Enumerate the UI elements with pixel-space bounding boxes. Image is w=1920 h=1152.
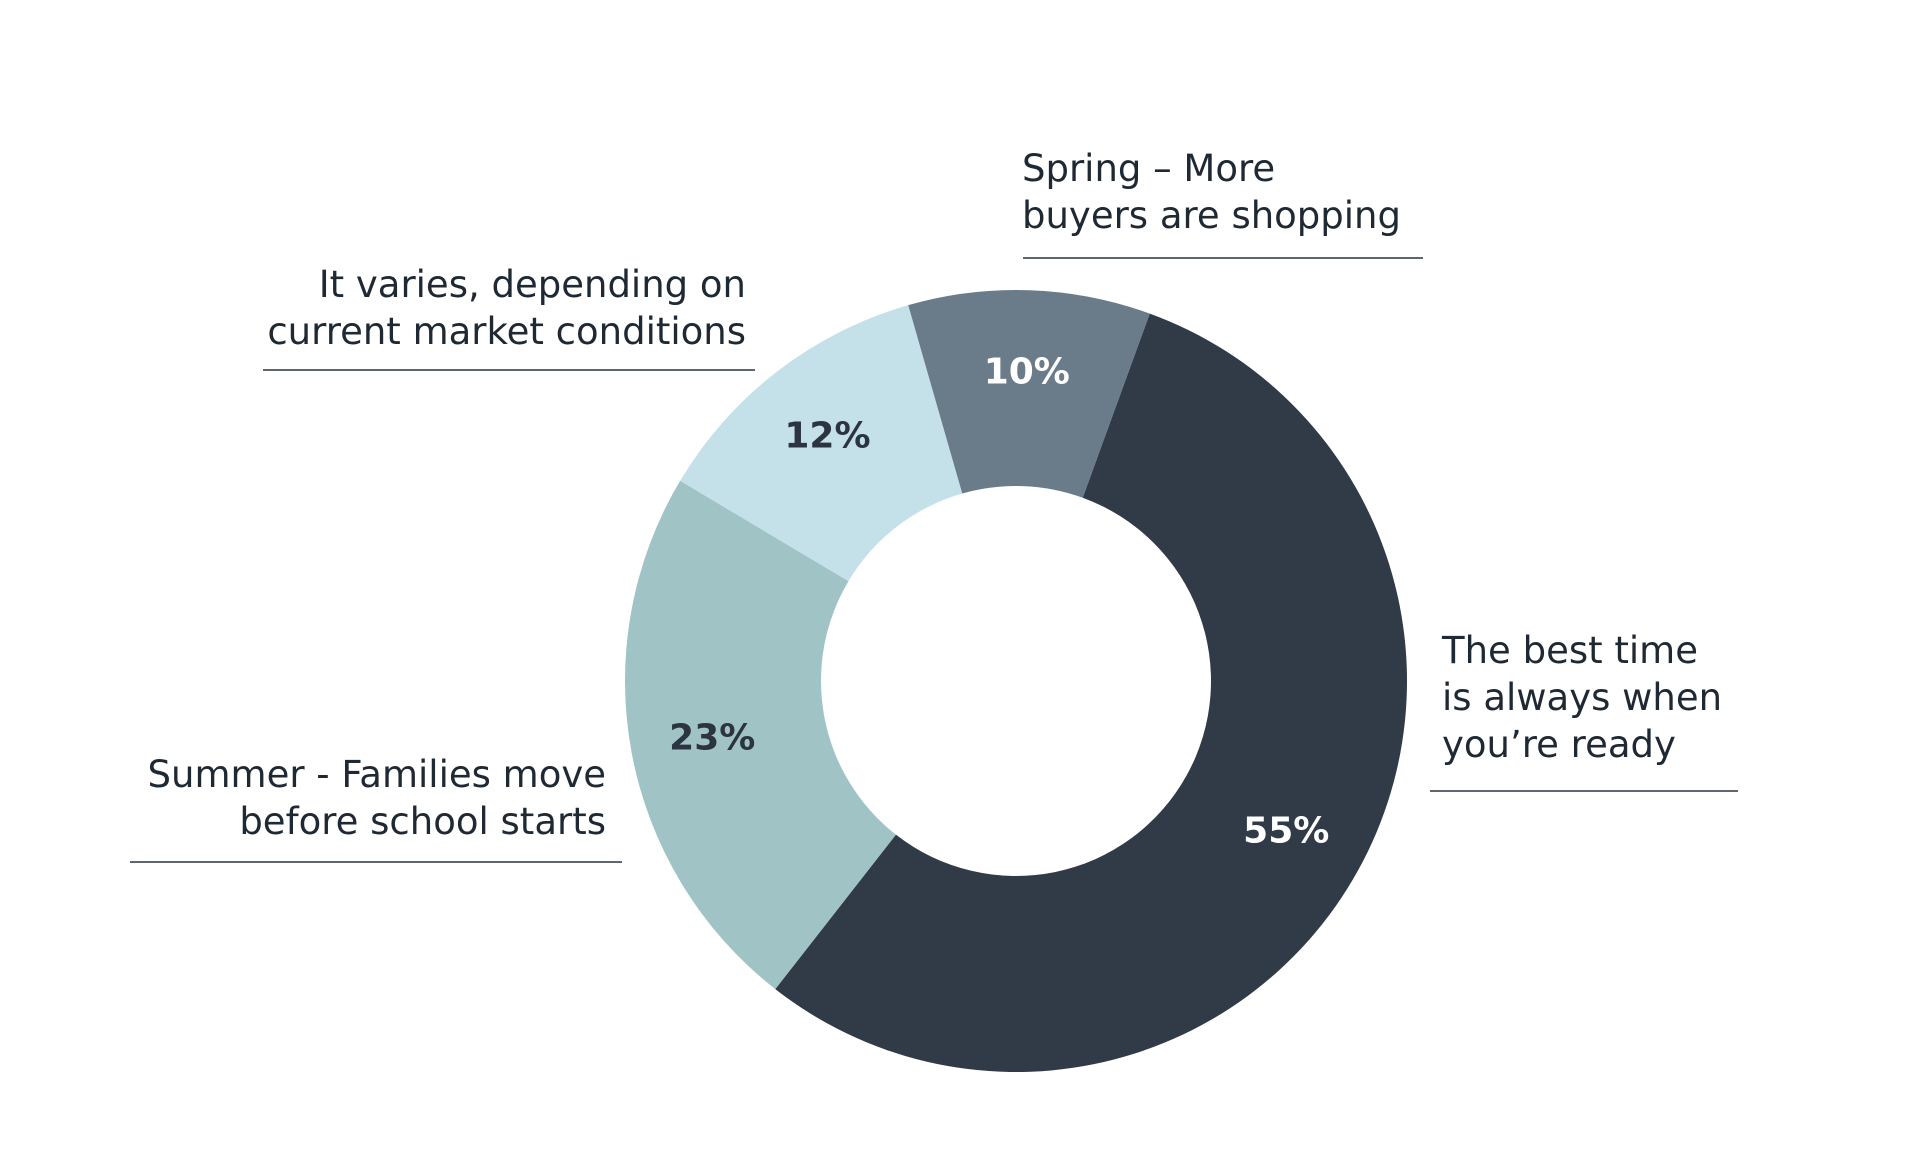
callout-summer-line-1: Summer - Families move bbox=[147, 753, 606, 796]
callout-best-time-line-3: you’re ready bbox=[1442, 723, 1676, 766]
callout-best-time: The best time is always when you’re read… bbox=[1442, 627, 1722, 768]
callout-spring-line-2: buyers are shopping bbox=[1022, 194, 1401, 237]
donut-slice-4 bbox=[908, 290, 1150, 498]
callout-best-time-line-1: The best time bbox=[1442, 629, 1698, 672]
callout-spring-line-1: Spring – More bbox=[1022, 147, 1276, 190]
slice-value-label-2: 23% bbox=[669, 717, 755, 758]
donut-slice-3 bbox=[680, 305, 963, 582]
slice-value-label-1: 55% bbox=[1243, 810, 1329, 851]
slice-value-label-4: 10% bbox=[984, 352, 1070, 393]
value-labels-layer: 55% 23% 12% 10% bbox=[669, 352, 1329, 852]
slice-value-label-3: 12% bbox=[784, 416, 870, 457]
callout-summer: Summer - Families move before school sta… bbox=[148, 751, 606, 845]
callout-best-time-line-2: is always when bbox=[1442, 676, 1723, 719]
callout-it-varies-line-2: current market conditions bbox=[267, 310, 746, 353]
callout-summer-line-2: before school starts bbox=[239, 800, 606, 843]
donut-slice-1 bbox=[775, 313, 1408, 1073]
donut-slice-2 bbox=[624, 480, 896, 990]
slices-layer bbox=[624, 290, 1408, 1073]
callout-lines-layer bbox=[130, 257, 1738, 863]
callout-it-varies: It varies, depending on current market c… bbox=[267, 261, 746, 355]
callout-spring: Spring – More buyers are shopping bbox=[1022, 145, 1401, 239]
callout-it-varies-line-1: It varies, depending on bbox=[318, 263, 746, 306]
